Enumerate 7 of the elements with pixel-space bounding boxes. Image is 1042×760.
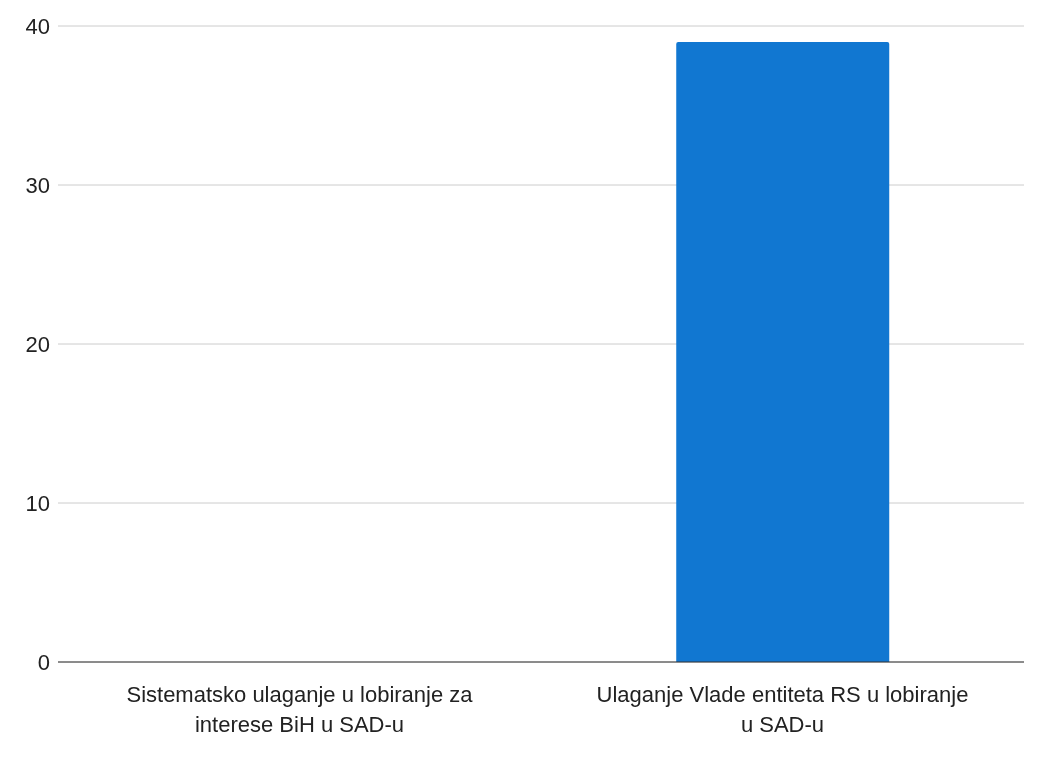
y-tick-label: 40 — [25, 13, 50, 39]
x-tick-label: Ulaganje Vlade entiteta RS u lobiranje u SAD-u — [596, 682, 969, 737]
y-tick-label: 10 — [25, 490, 50, 516]
x-tick-label: Sistematsko ulaganje u lobiranje za interese BiH u SAD-u — [126, 682, 474, 737]
y-tick-label: 20 — [25, 331, 50, 357]
y-tick-label: 0 — [37, 649, 50, 675]
y-tick-label: 30 — [25, 172, 50, 198]
